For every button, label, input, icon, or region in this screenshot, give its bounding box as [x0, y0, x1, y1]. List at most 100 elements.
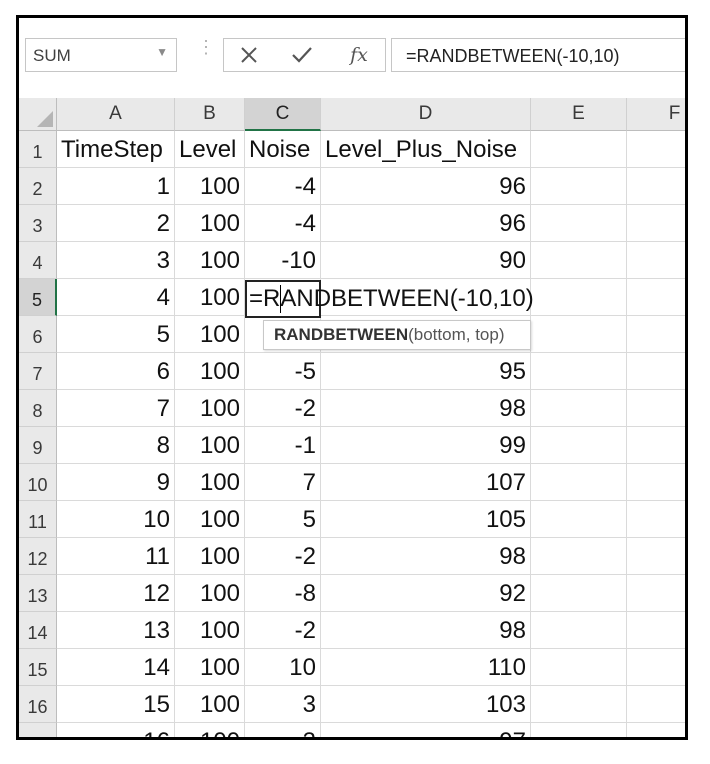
cell-f[interactable] [627, 723, 685, 737]
cell-c[interactable]: 10 [245, 649, 321, 686]
cell-e[interactable] [531, 686, 627, 723]
cell-b[interactable]: 100 [175, 427, 245, 464]
row-header[interactable]: 7 [19, 353, 57, 390]
cell-f[interactable] [627, 427, 685, 464]
cell-b[interactable]: 100 [175, 205, 245, 242]
cell-d[interactable]: 99 [321, 427, 531, 464]
cell-f[interactable] [627, 353, 685, 390]
cell-e[interactable] [531, 168, 627, 205]
cell-f[interactable] [627, 501, 685, 538]
column-header-c[interactable]: C [245, 98, 321, 131]
cell-d[interactable]: 107 [321, 464, 531, 501]
cell-d[interactable]: 103 [321, 686, 531, 723]
cell-f[interactable] [627, 390, 685, 427]
cell-e[interactable] [531, 279, 627, 316]
cell-b[interactable]: 100 [175, 353, 245, 390]
cell-f[interactable] [627, 279, 685, 316]
cell-b[interactable]: 100 [175, 279, 245, 316]
cell-c[interactable]: -4 [245, 205, 321, 242]
cell-c[interactable]: -4 [245, 168, 321, 205]
cell-d[interactable]: 98 [321, 390, 531, 427]
cell-b[interactable]: 100 [175, 501, 245, 538]
cell-f[interactable] [627, 316, 685, 353]
cell-d[interactable]: 90 [321, 242, 531, 279]
cell-e[interactable] [531, 242, 627, 279]
header-cell-level-plus-noise[interactable]: Level_Plus_Noise [321, 131, 531, 168]
cell-d[interactable]: 98 [321, 538, 531, 575]
cell-c[interactable]: -10 [245, 242, 321, 279]
cell-e[interactable] [531, 538, 627, 575]
row-header[interactable]: 8 [19, 390, 57, 427]
column-header-b[interactable]: B [175, 98, 245, 131]
cell-b[interactable]: 100 [175, 464, 245, 501]
row-header[interactable]: 11 [19, 501, 57, 538]
cell-c[interactable]: 5 [245, 501, 321, 538]
cell-e[interactable] [531, 501, 627, 538]
cell-d[interactable]: 97 [321, 723, 531, 737]
column-header-e[interactable]: E [531, 98, 627, 131]
cell-c[interactable]: -5 [245, 353, 321, 390]
cell-a[interactable]: 10 [57, 501, 175, 538]
name-box[interactable]: SUM ▼ [25, 38, 177, 72]
insert-function-button[interactable]: fx [344, 41, 374, 69]
cell-c[interactable]: -2 [245, 612, 321, 649]
row-header[interactable]: 10 [19, 464, 57, 501]
cell-a[interactable]: 12 [57, 575, 175, 612]
cell-a[interactable]: 16 [57, 723, 175, 737]
cell-e[interactable] [531, 390, 627, 427]
cell-b[interactable]: 100 [175, 316, 245, 353]
cell-b[interactable]: 100 [175, 723, 245, 737]
drag-handle-icon[interactable]: ⋮ [197, 37, 215, 57]
cell-e[interactable] [531, 575, 627, 612]
select-all-button[interactable] [19, 98, 57, 131]
enter-button[interactable] [288, 41, 316, 69]
cell-a[interactable]: 5 [57, 316, 175, 353]
row-header[interactable]: 6 [19, 316, 57, 353]
row-header[interactable]: 9 [19, 427, 57, 464]
header-cell-level[interactable]: Level [175, 131, 245, 168]
cell-a[interactable]: 8 [57, 427, 175, 464]
row-header[interactable]: 3 [19, 205, 57, 242]
cell-d[interactable] [321, 279, 531, 316]
row-header[interactable]: 17 [19, 723, 57, 737]
formula-input[interactable]: =RANDBETWEEN(-10,10) [391, 38, 685, 72]
cell-d[interactable]: 110 [321, 649, 531, 686]
cancel-button[interactable] [236, 41, 262, 69]
cell-d[interactable]: 96 [321, 205, 531, 242]
cell-d[interactable]: 98 [321, 612, 531, 649]
cell-e[interactable] [531, 612, 627, 649]
cell-f[interactable] [627, 649, 685, 686]
cell-e[interactable] [531, 316, 627, 353]
cell-a[interactable]: 11 [57, 538, 175, 575]
cell-d[interactable]: 95 [321, 353, 531, 390]
cell-a[interactable]: 7 [57, 390, 175, 427]
cell-b[interactable]: 100 [175, 649, 245, 686]
cell-a[interactable]: 14 [57, 649, 175, 686]
row-header[interactable]: 16 [19, 686, 57, 723]
cell-b[interactable]: 100 [175, 612, 245, 649]
cell-f[interactable] [627, 686, 685, 723]
cell-b[interactable]: 100 [175, 686, 245, 723]
tooltip-function-name[interactable]: RANDBETWEEN [274, 325, 409, 344]
cell-b[interactable]: 100 [175, 538, 245, 575]
cell-empty[interactable] [531, 131, 627, 168]
active-cell-c5[interactable] [245, 280, 321, 318]
cell-empty[interactable] [627, 131, 685, 168]
cell-b[interactable]: 100 [175, 242, 245, 279]
cell-b[interactable]: 100 [175, 168, 245, 205]
cell-a[interactable]: 13 [57, 612, 175, 649]
column-header-a[interactable]: A [57, 98, 175, 131]
column-header-d[interactable]: D [321, 98, 531, 131]
cell-d[interactable]: 92 [321, 575, 531, 612]
row-header[interactable]: 5 [19, 279, 57, 316]
cell-b[interactable]: 100 [175, 575, 245, 612]
cell-e[interactable] [531, 464, 627, 501]
cell-e[interactable] [531, 353, 627, 390]
cell-c[interactable]: -3 [245, 723, 321, 737]
cell-a[interactable]: 1 [57, 168, 175, 205]
cell-edit-text[interactable]: =RANDBETWEEN(-10,10) [249, 285, 534, 312]
cell-c[interactable]: 3 [245, 686, 321, 723]
cell-d[interactable]: 96 [321, 168, 531, 205]
cell-e[interactable] [531, 649, 627, 686]
cell-a[interactable]: 3 [57, 242, 175, 279]
